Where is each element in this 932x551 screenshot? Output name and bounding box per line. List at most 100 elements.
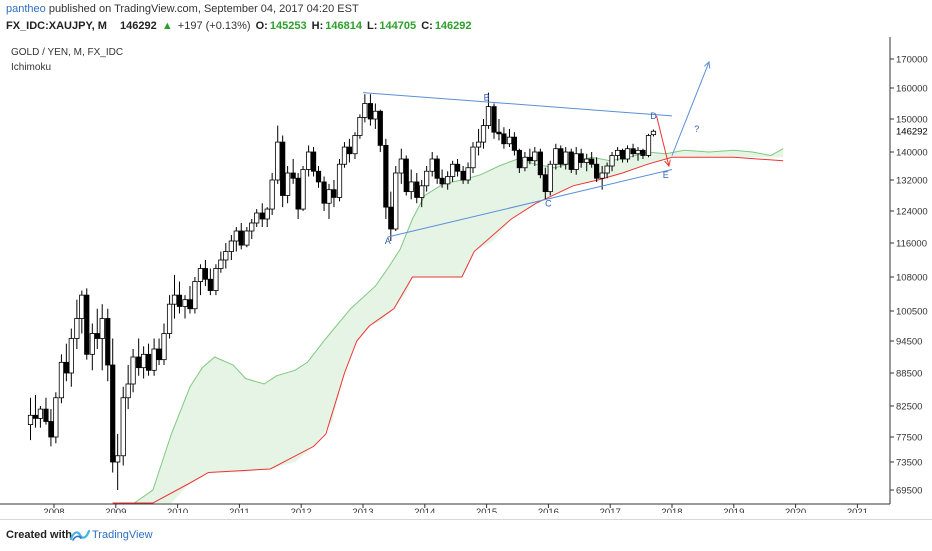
candle-body-up [120, 397, 126, 457]
low-label: L: [367, 20, 378, 32]
candle [84, 288, 90, 360]
candle [321, 176, 327, 211]
annotation-label: A [385, 236, 391, 246]
candle-body-up [233, 230, 239, 242]
candle-body-up [645, 135, 652, 156]
candle [63, 343, 69, 382]
candle-body-up [166, 303, 173, 334]
candle-body-up [480, 125, 487, 143]
price-axis[interactable]: 69500 73500 77500 82500 88500 94500 100500 1080… [890, 55, 932, 497]
candle-body-up [223, 251, 229, 261]
candle [398, 148, 404, 184]
candle [295, 173, 301, 219]
candle [151, 338, 157, 376]
candle-body-down [176, 294, 183, 307]
candle [372, 103, 378, 129]
candle-body-up [218, 259, 224, 269]
y-tick-label: 132000 [896, 176, 928, 187]
candle [542, 167, 548, 200]
candle [589, 152, 595, 168]
candle-body-up [79, 294, 85, 319]
candle [609, 152, 615, 172]
candle-body-up [336, 163, 343, 198]
candle [254, 209, 260, 227]
candle-body-up [615, 149, 621, 156]
close-label: C: [421, 20, 433, 32]
publish-info: pantheo published on TradingView.com, Se… [6, 3, 359, 15]
candle-body-down [589, 158, 595, 165]
candle [166, 295, 173, 339]
candle-body-down [94, 333, 100, 339]
candle [362, 94, 368, 123]
candle [156, 338, 162, 365]
candle [326, 183, 332, 219]
close-value: 146292 [434, 20, 472, 32]
legend-indicator[interactable]: Ichimoku [11, 62, 52, 73]
candle [506, 128, 513, 148]
candle [331, 180, 337, 208]
candle-body-down [460, 170, 466, 181]
candle [48, 409, 54, 447]
y-tick-label: 140000 [896, 148, 928, 159]
candle [357, 114, 363, 139]
candle [336, 159, 343, 202]
candle [110, 338, 116, 473]
candle [414, 173, 420, 204]
high-label: H: [311, 20, 324, 32]
candle-body-down [388, 206, 394, 230]
candle-body-up [275, 141, 281, 181]
time-axis[interactable]: 2008 2009 2010 2011 2012 2013 2014 2015 2016 2017… [43, 504, 868, 513]
annotation-labels: A B C D E? [385, 92, 700, 246]
tradingview-logo-icon[interactable] [70, 528, 90, 542]
candle [624, 145, 631, 163]
candle-body-down [367, 103, 374, 120]
trend-lines [362, 62, 709, 238]
candle-body-up [254, 212, 260, 224]
candle-body-up [74, 318, 80, 339]
candle-body-down [321, 181, 327, 204]
candle [594, 157, 600, 182]
candle [408, 169, 414, 200]
candle-body-down [439, 177, 445, 185]
y-tick-label: 124000 [896, 207, 928, 218]
candle-body-up [352, 135, 358, 155]
symbol-ohlc: FX_IDC:XAUJPY, M 146292 ▲ +197 (+0.13%) … [6, 20, 474, 32]
candle-body-up [269, 179, 275, 210]
candle-body-up [419, 185, 425, 198]
author-link[interactable]: pantheo [6, 3, 46, 15]
annotation-label: B [484, 92, 490, 102]
y-tick-label: 69500 [896, 486, 922, 497]
candle [578, 148, 584, 168]
y-tick-label: 160000 [896, 84, 928, 95]
tradingview-brand[interactable]: TradingView [92, 529, 153, 541]
candle [388, 191, 394, 241]
candle-body-down [640, 149, 646, 156]
candle [171, 274, 178, 319]
y-tick-label: 77500 [896, 433, 922, 444]
candle [454, 159, 461, 177]
candle-body-down [594, 163, 600, 179]
up-arrow [671, 62, 709, 156]
candle [136, 338, 142, 376]
candle-body-up [89, 333, 95, 355]
candle-body-up [650, 130, 657, 136]
candle [635, 147, 641, 161]
chart-canvas[interactable]: 69500 73500 77500 82500 88500 94500 100500 1080… [0, 37, 932, 513]
x-tick-label: 2020 [785, 507, 806, 513]
candle-body-down [383, 144, 389, 208]
span-b-red-line [112, 156, 784, 504]
candle [460, 166, 466, 184]
y-tick-label: 100500 [896, 307, 928, 318]
candle [445, 171, 451, 190]
candle [218, 251, 224, 273]
candle-body-down [578, 153, 584, 163]
candle [429, 152, 435, 177]
candle-body-down [105, 318, 111, 366]
candle [573, 147, 579, 175]
candle-body-up [450, 163, 456, 177]
candle [393, 166, 399, 231]
legend-title[interactable]: GOLD / YEN, M, FX_IDC [11, 47, 124, 58]
candle [522, 152, 528, 172]
candle-body-down [187, 299, 193, 310]
candle-body-down [259, 212, 265, 220]
